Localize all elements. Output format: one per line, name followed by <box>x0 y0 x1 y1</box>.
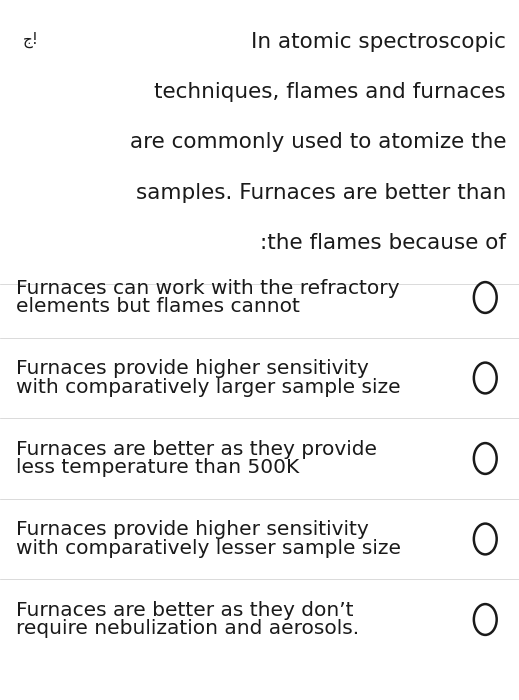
Text: are commonly used to atomize the: are commonly used to atomize the <box>130 132 506 153</box>
Text: :the flames because of: :the flames because of <box>260 233 506 253</box>
Circle shape <box>474 443 497 474</box>
Text: techniques, flames and furnaces: techniques, flames and furnaces <box>154 82 506 102</box>
Text: with comparatively larger sample size: with comparatively larger sample size <box>16 377 400 397</box>
Text: ج!: ج! <box>23 32 39 48</box>
Circle shape <box>474 363 497 393</box>
Circle shape <box>474 282 497 313</box>
Text: Furnaces can work with the refractory: Furnaces can work with the refractory <box>16 279 399 298</box>
Text: Furnaces provide higher sensitivity: Furnaces provide higher sensitivity <box>16 359 368 379</box>
Text: Furnaces provide higher sensitivity: Furnaces provide higher sensitivity <box>16 520 368 540</box>
Text: Furnaces are better as they provide: Furnaces are better as they provide <box>16 440 377 459</box>
Text: elements but flames cannot: elements but flames cannot <box>16 297 299 316</box>
Text: In atomic spectroscopic: In atomic spectroscopic <box>251 32 506 52</box>
Text: less temperature than 500K: less temperature than 500K <box>16 458 299 477</box>
Text: Furnaces are better as they don’t: Furnaces are better as they don’t <box>16 601 353 620</box>
Text: require nebulization and aerosols.: require nebulization and aerosols. <box>16 619 359 638</box>
Text: samples. Furnaces are better than: samples. Furnaces are better than <box>135 183 506 203</box>
Circle shape <box>474 604 497 635</box>
Text: with comparatively lesser sample size: with comparatively lesser sample size <box>16 538 401 558</box>
Circle shape <box>474 524 497 554</box>
